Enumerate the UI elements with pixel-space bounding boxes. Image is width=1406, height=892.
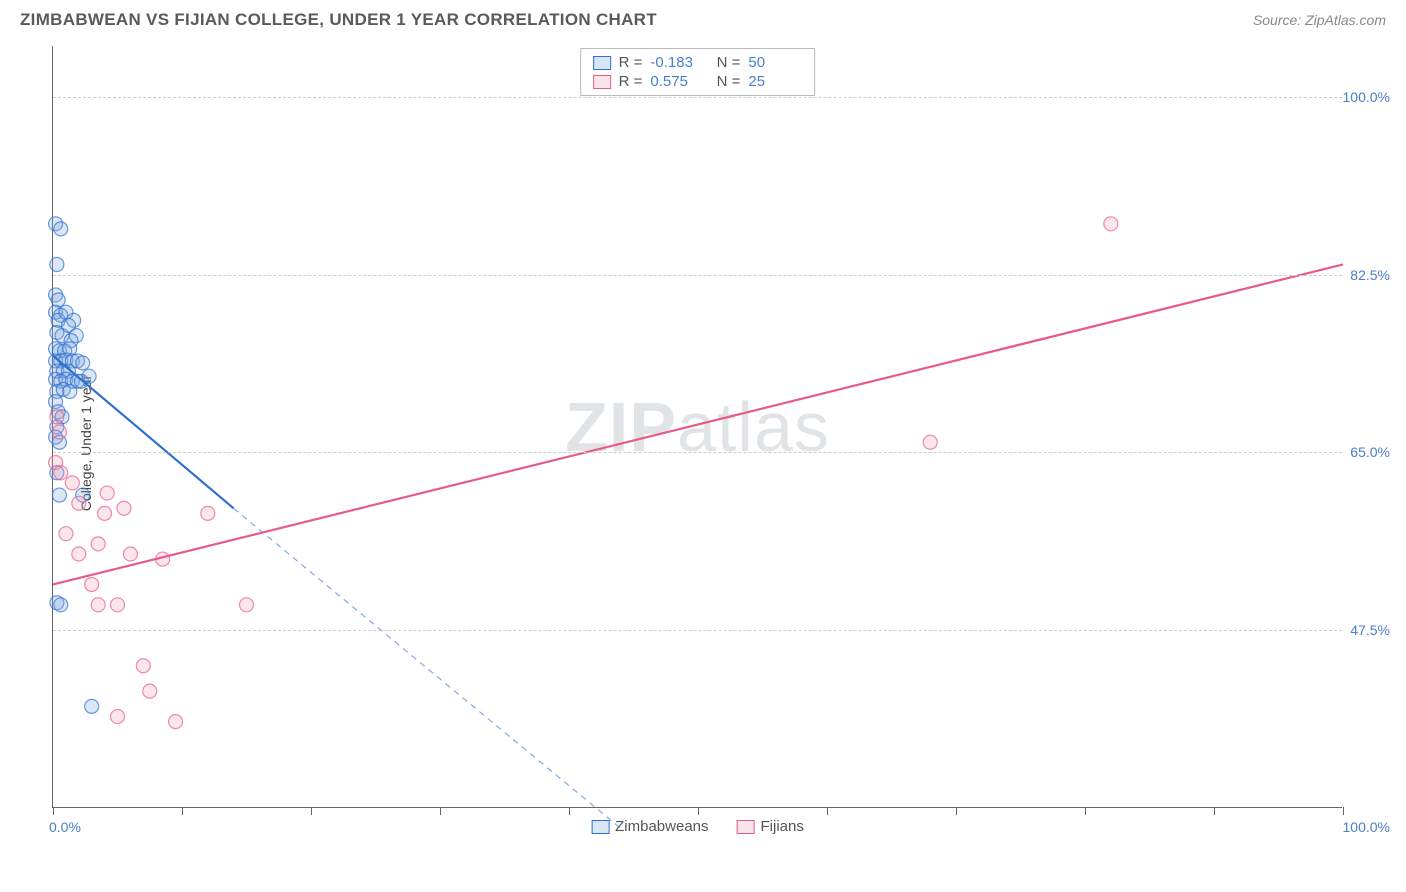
source-label: Source: ZipAtlas.com	[1253, 12, 1386, 28]
chart-container: College, Under 1 year ZIPatlas R =-0.183…	[52, 46, 1388, 840]
data-point	[65, 476, 79, 490]
stat-n-label: N =	[712, 73, 740, 90]
gridline	[53, 452, 1342, 453]
stat-n-label: N =	[712, 54, 740, 71]
data-point	[72, 547, 86, 561]
stat-n-value: 25	[748, 73, 802, 90]
trendline-extension	[234, 508, 621, 828]
data-point	[111, 598, 125, 612]
data-point	[136, 659, 150, 673]
data-point	[85, 699, 99, 713]
data-point	[123, 547, 137, 561]
gridline	[53, 275, 1342, 276]
legend-swatch	[737, 820, 755, 834]
x-tick	[569, 807, 570, 815]
stat-r-value: 0.575	[650, 73, 704, 90]
x-tick	[956, 807, 957, 815]
data-point	[52, 425, 66, 439]
data-point	[51, 293, 65, 307]
data-point	[201, 506, 215, 520]
trendline	[53, 356, 234, 508]
legend-label: Fijians	[761, 818, 804, 835]
x-tick	[1214, 807, 1215, 815]
data-point	[91, 598, 105, 612]
data-point	[91, 537, 105, 551]
legend-swatch	[591, 820, 609, 834]
y-tick-label: 47.5%	[1350, 622, 1390, 638]
stat-r-label: R =	[619, 54, 643, 71]
chart-header: ZIMBABWEAN VS FIJIAN COLLEGE, UNDER 1 YE…	[0, 0, 1406, 36]
stats-row: R = 0.575 N = 25	[593, 72, 803, 91]
legend-label: Zimbabweans	[615, 818, 708, 835]
data-point	[85, 577, 99, 591]
x-axis-label-left: 0.0%	[49, 819, 81, 835]
x-tick	[698, 807, 699, 815]
x-tick	[311, 807, 312, 815]
legend-swatch	[593, 56, 611, 70]
stats-legend: R = -0.183 N = 50 R = 0.575 N = 25	[580, 48, 816, 96]
data-point	[54, 222, 68, 236]
y-tick-label: 100.0%	[1343, 89, 1390, 105]
legend-item: Zimbabweans	[591, 818, 708, 835]
data-point	[923, 435, 937, 449]
data-point	[117, 501, 131, 515]
gridline	[53, 630, 1342, 631]
stats-row: R = -0.183 N = 50	[593, 53, 803, 72]
trendline	[53, 264, 1343, 584]
stat-r-value: -0.183	[650, 54, 704, 71]
data-point	[52, 488, 66, 502]
x-tick	[182, 807, 183, 815]
data-point	[98, 506, 112, 520]
stat-n-value: 50	[748, 54, 802, 71]
stat-r-label: R =	[619, 73, 643, 90]
data-point	[143, 684, 157, 698]
data-point	[63, 384, 77, 398]
y-tick-label: 65.0%	[1350, 444, 1390, 460]
y-tick-label: 82.5%	[1350, 267, 1390, 283]
x-tick	[53, 807, 54, 815]
data-point	[50, 410, 64, 424]
data-point	[76, 356, 90, 370]
plot-area: ZIPatlas R =-0.183 N =50R =0.575 N =25 Z…	[52, 46, 1342, 808]
data-point	[1104, 217, 1118, 231]
bottom-legend: Zimbabweans Fijians	[591, 818, 804, 835]
legend-swatch	[593, 75, 611, 89]
data-point	[111, 710, 125, 724]
data-point	[59, 527, 73, 541]
x-axis-label-right: 100.0%	[1343, 819, 1390, 835]
data-point	[169, 715, 183, 729]
data-point	[100, 486, 114, 500]
data-point	[50, 257, 64, 271]
x-tick	[1085, 807, 1086, 815]
data-point	[240, 598, 254, 612]
x-tick	[440, 807, 441, 815]
x-tick	[1343, 807, 1344, 815]
legend-item: Fijians	[737, 818, 804, 835]
plot-svg	[53, 46, 1342, 807]
x-tick	[827, 807, 828, 815]
data-point	[54, 466, 68, 480]
data-point	[54, 598, 68, 612]
data-point	[72, 496, 86, 510]
gridline	[53, 97, 1342, 98]
chart-title: ZIMBABWEAN VS FIJIAN COLLEGE, UNDER 1 YE…	[20, 10, 657, 30]
